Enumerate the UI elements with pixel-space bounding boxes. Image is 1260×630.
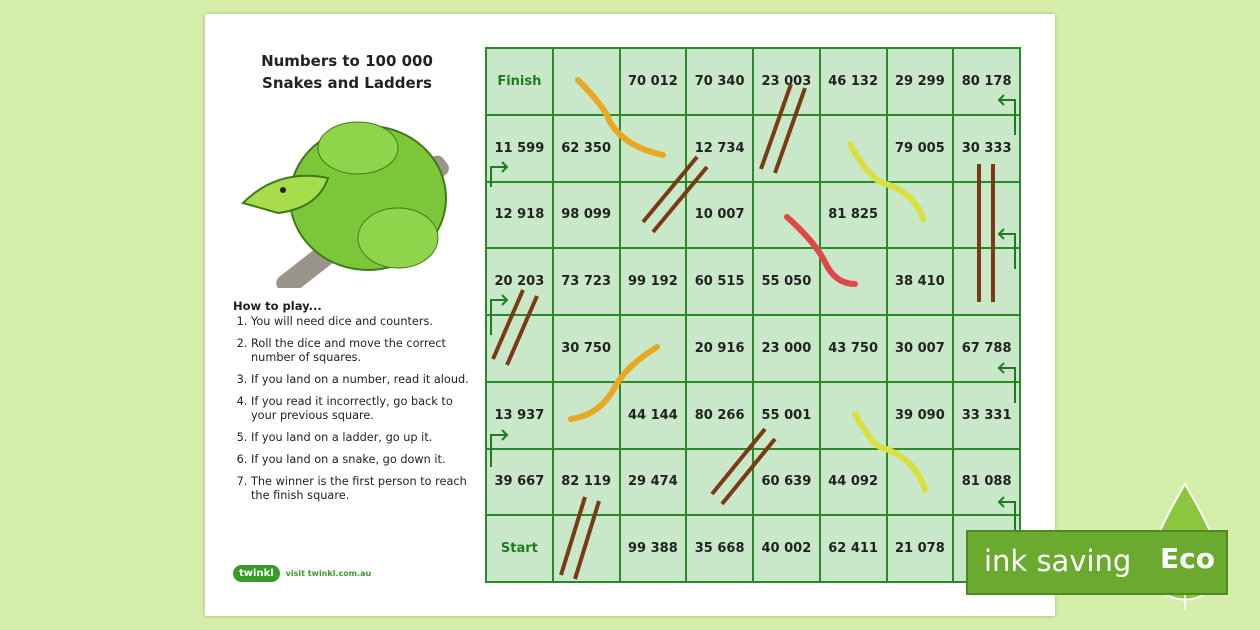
step: You will need dice and counters. — [251, 315, 478, 329]
board-square — [553, 516, 619, 581]
board-square: 55 001 — [754, 382, 819, 448]
board-square: 70 340 — [687, 49, 752, 114]
board-square: 60 515 — [687, 249, 752, 314]
board-square: 33 331 — [954, 382, 1019, 448]
logo-brand: twinkl — [233, 565, 280, 582]
board-square: 12 734 — [687, 115, 752, 181]
game-board: Finish 70 012 70 340 23 003 46 132 29 299 80 1… — [485, 47, 1021, 583]
board-square — [954, 249, 1019, 314]
board-square: 30 333 — [954, 115, 1019, 181]
step: The winner is the first person to reach … — [251, 475, 478, 503]
board-square — [820, 115, 886, 181]
board-square: 29 474 — [620, 449, 686, 515]
board-square: 44 144 — [620, 382, 686, 448]
board-square: 99 388 — [620, 516, 686, 581]
board-square: 62 411 — [820, 516, 886, 581]
board-square: 11 599 — [487, 115, 552, 181]
step: If you land on a snake, go down it. — [251, 453, 478, 467]
twinkl-logo: twinkl visit twinkl.com.au — [233, 565, 371, 582]
board-square: 70 012 — [620, 49, 686, 114]
board-square: 82 119 — [553, 449, 619, 515]
board-square — [820, 382, 886, 448]
logo-url: visit twinkl.com.au — [285, 569, 372, 578]
board-square: 62 350 — [553, 115, 619, 181]
board-square: 29 299 — [887, 49, 953, 114]
board-square: 81 088 — [954, 449, 1019, 515]
board-square: 55 050 — [754, 249, 819, 314]
board-square: 60 639 — [754, 449, 819, 515]
step: If you land on a number, read it aloud. — [251, 373, 478, 387]
board-square — [687, 449, 752, 515]
board-square: 20 203 — [487, 249, 552, 314]
board-square: 46 132 — [820, 49, 886, 114]
board-square — [754, 115, 819, 181]
step: If you land on a ladder, go up it. — [251, 431, 478, 445]
board-square: 20 916 — [687, 316, 752, 381]
board-square: 44 092 — [820, 449, 886, 515]
title-line-2: Snakes and Ladders — [262, 74, 432, 92]
ink-saving-badge: ink saving — [966, 530, 1228, 595]
board-square: 73 723 — [553, 249, 619, 314]
board-square — [754, 182, 819, 248]
step: If you read it incorrectly, go back to y… — [251, 395, 478, 423]
board-square: 12 918 — [487, 182, 552, 248]
board-square: 79 005 — [887, 115, 953, 181]
board-square — [820, 249, 886, 314]
worksheet-title: Numbers to 100 000 Snakes and Ladders — [232, 50, 462, 94]
how-to-heading: How to play... — [233, 299, 322, 313]
board-square: 23 000 — [754, 316, 819, 381]
board-square — [954, 182, 1019, 248]
board-square — [553, 49, 619, 114]
board-square — [887, 449, 953, 515]
board-square: 10 007 — [687, 182, 752, 248]
finish-square: Finish — [487, 49, 552, 114]
board-square: 23 003 — [754, 49, 819, 114]
board-square: 30 750 — [553, 316, 619, 381]
board-square — [887, 182, 953, 248]
board-square — [620, 316, 686, 381]
board-square: 38 410 — [887, 249, 953, 314]
board-square: 99 192 — [620, 249, 686, 314]
board-square: 39 090 — [887, 382, 953, 448]
board-square: 80 178 — [954, 49, 1019, 114]
eco-label: Eco — [1160, 542, 1215, 575]
board-square: 21 078 — [887, 516, 953, 581]
board-square — [487, 316, 552, 381]
board-square: 98 099 — [553, 182, 619, 248]
board-square — [620, 115, 686, 181]
board-square: 43 750 — [820, 316, 886, 381]
board-square: 81 825 — [820, 182, 886, 248]
board-square: 13 937 — [487, 382, 552, 448]
step: Roll the dice and move the correct numbe… — [251, 337, 478, 365]
board-square — [553, 382, 619, 448]
board-square: 67 788 — [954, 316, 1019, 381]
board-square: 30 007 — [887, 316, 953, 381]
board-square: 39 667 — [487, 449, 552, 515]
title-line-1: Numbers to 100 000 — [261, 52, 433, 70]
ink-saving-label: ink saving — [984, 544, 1132, 578]
how-to-play: How to play... You will need dice and co… — [233, 299, 478, 511]
python-illustration — [241, 121, 449, 288]
board-square: 40 002 — [754, 516, 819, 581]
board-square: 80 266 — [687, 382, 752, 448]
start-square: Start — [487, 516, 552, 581]
board-square — [620, 182, 686, 248]
board-square: 35 668 — [687, 516, 752, 581]
